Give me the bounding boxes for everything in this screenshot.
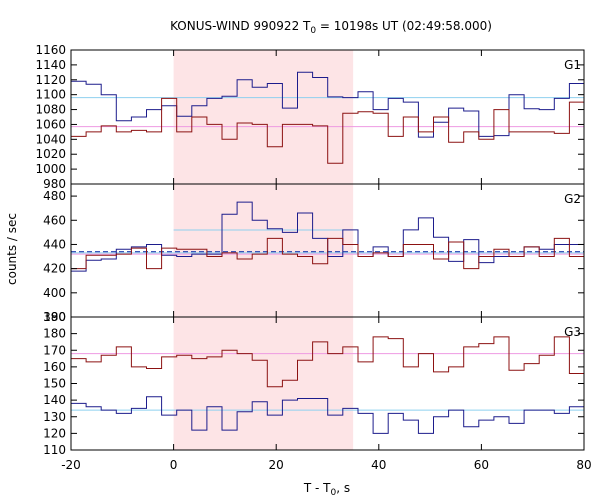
- panel-2: 380 400 420 440 460 480 G2: [43, 183, 585, 324]
- y-tick-label: 1060: [35, 117, 66, 131]
- panel-label: G2: [564, 192, 581, 206]
- y-axis-label: counts / sec: [5, 213, 19, 285]
- y-tick-label: 1040: [35, 132, 66, 146]
- panels-layer: 980100010201040106010801100112011401160G…: [35, 43, 591, 472]
- y-tick-label: 380: [43, 310, 66, 324]
- y-tick-label: 160: [43, 360, 66, 374]
- y-tick-label: 120: [43, 426, 66, 440]
- y-tick-label: 1080: [35, 103, 66, 117]
- x-tick-label: 0: [170, 458, 178, 472]
- panel-label: G1: [564, 58, 581, 72]
- y-tick-label: 460: [43, 213, 66, 227]
- y-tick-label: 180: [43, 327, 66, 341]
- y-tick-label: 1140: [35, 58, 66, 72]
- panel-label: G3: [564, 325, 581, 339]
- y-tick-label: 1120: [35, 73, 66, 87]
- series-line-red: [71, 336, 584, 388]
- chart-title: KONUS-WIND 990922 T0 = 10198s UT (02:49:…: [170, 19, 492, 36]
- y-tick-label: 150: [43, 377, 66, 391]
- panel-3: 110 120 130 140 150 160 170 180 190 -20 0 20 40 60 80 G…: [43, 310, 592, 472]
- x-axis-label: T - T0, s: [303, 481, 350, 498]
- shaded-interval: [173, 184, 354, 317]
- y-tick-label: 420: [43, 262, 66, 276]
- y-tick-label: 980: [43, 177, 66, 191]
- y-tick-label: 400: [43, 286, 66, 300]
- series-line-red: [71, 237, 584, 270]
- x-tick-label: -20: [61, 458, 81, 472]
- x-tick-label: 80: [576, 458, 591, 472]
- shaded-interval: [173, 317, 354, 450]
- x-tick-label: 20: [269, 458, 284, 472]
- y-tick-label: 440: [43, 237, 66, 251]
- y-tick-label: 1020: [35, 147, 66, 161]
- y-tick-label: 170: [43, 343, 66, 357]
- x-tick-label: 60: [474, 458, 489, 472]
- series-line-red: [71, 97, 584, 164]
- y-tick-label: 130: [43, 410, 66, 424]
- y-tick-label: 110: [43, 443, 66, 457]
- y-tick-label: 1160: [35, 43, 66, 57]
- y-tick-label: 1100: [35, 88, 66, 102]
- y-tick-label: 1000: [35, 162, 66, 176]
- x-tick-label: 40: [371, 458, 386, 472]
- series-line-blue: [71, 396, 584, 434]
- y-tick-label: 480: [43, 189, 66, 203]
- y-tick-label: 190: [43, 310, 66, 324]
- y-tick-label: 140: [43, 393, 66, 407]
